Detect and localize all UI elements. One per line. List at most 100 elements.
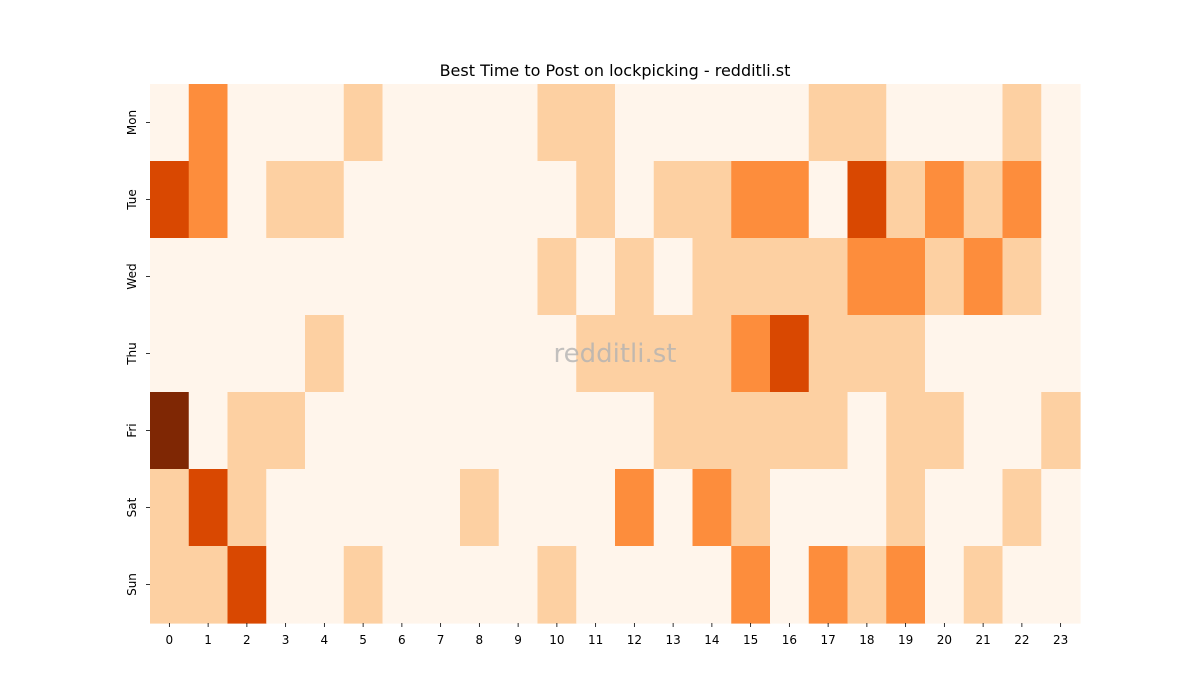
heatmap-cell-wed-5: [343, 238, 384, 316]
y-tick-label: Wed: [125, 263, 139, 289]
heatmap-cell-sun-18: [847, 546, 887, 624]
heatmap-cell-mon-1: [188, 84, 229, 162]
heatmap-cell-mon-14: [692, 84, 732, 162]
heatmap-cell-mon-11: [576, 84, 616, 162]
heatmap-cell-tue-23: [1041, 161, 1081, 239]
heatmap-cell-sat-13: [653, 469, 694, 547]
heatmap-cell-sat-6: [382, 469, 422, 547]
y-tick-label: Thu: [125, 342, 139, 366]
heatmap-cell-wed-22: [1002, 238, 1042, 316]
heatmap-cell-thu-18: [847, 315, 887, 393]
x-tick-label: 15: [743, 633, 758, 647]
heatmap-cell-tue-5: [343, 161, 384, 239]
heatmap-cell-tue-0: [150, 161, 190, 239]
heatmap-cell-sat-0: [150, 469, 190, 547]
y-tick-label: Sun: [125, 573, 139, 596]
heatmap-cell-sat-12: [615, 469, 655, 547]
heatmap-cell-tue-14: [692, 161, 732, 239]
heatmap-cell-fri-18: [847, 392, 887, 470]
heatmap-cell-sun-22: [1002, 546, 1042, 624]
heatmap-cell-tue-3: [266, 161, 306, 239]
heatmap-cell-thu-16: [770, 315, 810, 393]
heatmap-cell-tue-8: [460, 161, 500, 239]
x-tick-label: 8: [476, 633, 484, 647]
heatmap-cell-thu-8: [460, 315, 500, 393]
heatmap-cell-sun-16: [770, 546, 810, 624]
heatmap-cell-fri-20: [925, 392, 965, 470]
heatmap-cell-tue-12: [615, 161, 655, 239]
x-tick-label: 12: [627, 633, 642, 647]
heatmap-cell-thu-6: [382, 315, 422, 393]
heatmap-cell-fri-3: [266, 392, 306, 470]
heatmap-cell-sat-1: [188, 469, 229, 547]
heatmap-cell-tue-22: [1002, 161, 1042, 239]
heatmap-cell-mon-2: [227, 84, 267, 162]
heatmap-cell-thu-14: [692, 315, 732, 393]
heatmap-cell-sat-2: [227, 469, 267, 547]
heatmap-cell-mon-9: [498, 84, 539, 162]
x-axis-ticks: 0 1 2 3 4 5 6 7 8 9 10 11 12 13 14 15 16 17 18 19 20 21 22 23: [166, 623, 1068, 647]
heatmap-cell-tue-7: [421, 161, 461, 239]
heatmap-cell-tue-15: [731, 161, 771, 239]
heatmap-cell-tue-21: [963, 161, 1004, 239]
heatmap-cell-sat-10: [537, 469, 577, 547]
heatmap-cell-sun-20: [925, 546, 965, 624]
heatmap-cell-fri-8: [460, 392, 500, 470]
heatmap-cell-thu-12: [615, 315, 655, 393]
heatmap-cell-thu-7: [421, 315, 461, 393]
heatmap-cell-sun-9: [498, 546, 539, 624]
y-tick-label: Sat: [125, 497, 139, 517]
heatmap-cell-mon-10: [537, 84, 577, 162]
x-tick-label: 19: [898, 633, 913, 647]
heatmap-cell-sun-11: [576, 546, 616, 624]
heatmap-cell-tue-20: [925, 161, 965, 239]
heatmap-cell-wed-17: [808, 238, 849, 316]
heatmap-cell-tue-2: [227, 161, 267, 239]
heatmap-cell-tue-10: [537, 161, 577, 239]
y-axis-ticks: Mon Tue Wed Thu Fri Sat Sun: [125, 110, 150, 596]
heatmap-cell-thu-21: [963, 315, 1004, 393]
heatmap-cell-fri-21: [963, 392, 1004, 470]
heatmap-cell-fri-2: [227, 392, 267, 470]
heatmap-cell-thu-4: [305, 315, 345, 393]
heatmap-cell-wed-9: [498, 238, 539, 316]
heatmap-cell-wed-18: [847, 238, 887, 316]
x-tick-label: 22: [1014, 633, 1029, 647]
heatmap-cell-wed-7: [421, 238, 461, 316]
heatmap-cell-mon-12: [615, 84, 655, 162]
heatmap-cell-mon-23: [1041, 84, 1081, 162]
heatmap-cell-sat-23: [1041, 469, 1081, 547]
heatmap-cell-wed-16: [770, 238, 810, 316]
heatmap-cell-fri-7: [421, 392, 461, 470]
heatmap-cell-wed-2: [227, 238, 267, 316]
y-tick-label: Tue: [125, 189, 139, 211]
heatmap-cell-mon-18: [847, 84, 887, 162]
heatmap-cell-fri-15: [731, 392, 771, 470]
heatmap-cell-wed-15: [731, 238, 771, 316]
x-tick-label: 16: [782, 633, 797, 647]
x-tick-label: 9: [514, 633, 522, 647]
x-tick-label: 13: [665, 633, 680, 647]
heatmap-cell-sun-3: [266, 546, 306, 624]
heatmap-cell-mon-19: [886, 84, 926, 162]
x-tick-label: 21: [975, 633, 990, 647]
heatmap-cell-thu-11: [576, 315, 616, 393]
heatmap-cell-fri-0: [150, 392, 190, 470]
heatmap-cell-tue-11: [576, 161, 616, 239]
heatmap-cell-thu-0: [150, 315, 190, 393]
heatmap-cell-sat-17: [808, 469, 849, 547]
heatmap-cell-tue-19: [886, 161, 926, 239]
x-tick-label: 1: [204, 633, 212, 647]
heatmap-cell-sun-17: [808, 546, 849, 624]
heatmap-cell-mon-13: [653, 84, 694, 162]
heatmap-cell-sat-14: [692, 469, 732, 547]
heatmap-cell-thu-1: [188, 315, 229, 393]
heatmap-cell-sun-10: [537, 546, 577, 624]
heatmap-cell-sun-23: [1041, 546, 1081, 624]
heatmap-cell-wed-20: [925, 238, 965, 316]
heatmap-cell-wed-19: [886, 238, 926, 316]
heatmap-cell-fri-23: [1041, 392, 1081, 470]
x-tick-label: 3: [282, 633, 290, 647]
heatmap-cell-mon-8: [460, 84, 500, 162]
